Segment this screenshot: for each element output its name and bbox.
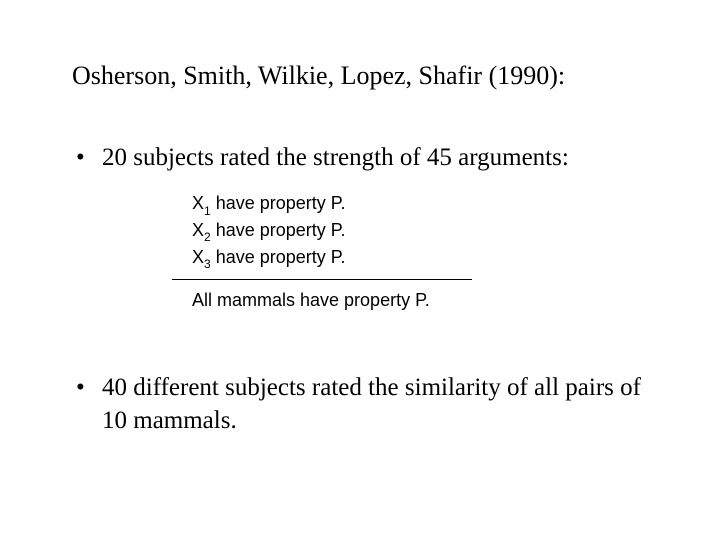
bullet-1-text: 20 subjects rated the strength of 45 arg…: [102, 144, 569, 171]
bullet-list: 20 subjects rated the strength of 45 arg…: [72, 141, 660, 438]
bullet-item-2: 40 different subjects rated the similari…: [72, 371, 660, 439]
conclusion: All mammals have property P.: [192, 288, 660, 312]
premise-1-rest: have property P.: [211, 193, 346, 213]
premise-1-sub: 1: [204, 204, 211, 218]
argument-block: X1 have property P. X2 have property P. …: [192, 191, 660, 313]
premise-2-rest: have property P.: [211, 220, 346, 240]
spacer: [102, 329, 660, 359]
premise-2-sub: 2: [204, 230, 211, 244]
slide: Osherson, Smith, Wilkie, Lopez, Shafir (…: [0, 0, 720, 540]
premise-3: X3 have property P.: [192, 245, 660, 272]
premise-2-var: X: [192, 220, 204, 240]
premise-3-rest: have property P.: [211, 247, 346, 267]
premise-3-sub: 3: [204, 257, 211, 271]
bullet-2-text: 40 different subjects rated the similari…: [102, 374, 641, 435]
premise-3-var: X: [192, 247, 204, 267]
premise-1: X1 have property P.: [192, 191, 660, 218]
premise-1-var: X: [192, 193, 204, 213]
premise-2: X2 have property P.: [192, 218, 660, 245]
argument-separator: [172, 279, 472, 280]
slide-title: Osherson, Smith, Wilkie, Lopez, Shafir (…: [72, 60, 660, 91]
bullet-item-1: 20 subjects rated the strength of 45 arg…: [72, 141, 660, 358]
